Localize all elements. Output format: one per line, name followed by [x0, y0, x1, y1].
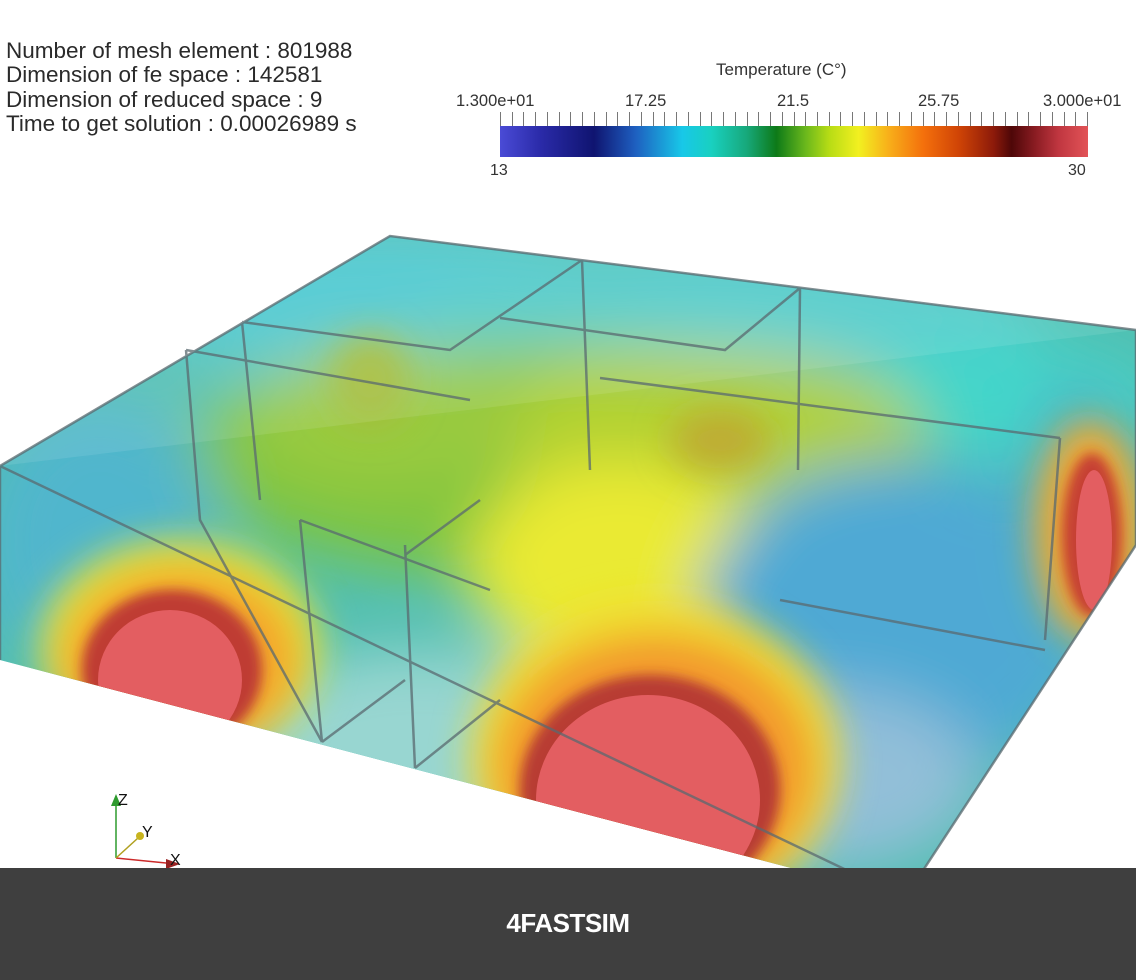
colorbar-tick-mark — [887, 112, 889, 126]
colorbar-tick-mark — [828, 112, 830, 126]
colorbar-tick-mark — [840, 112, 842, 126]
hot-spot — [1076, 470, 1112, 610]
colorbar-tick-mark — [617, 112, 619, 126]
colorbar-tick-mark — [781, 112, 783, 126]
footer-bar: 4FASTSIM — [0, 868, 1136, 980]
colorbar-tick-mark — [957, 112, 959, 126]
colorbar-tick-mark — [1063, 112, 1065, 126]
colorbar-tick-mark — [793, 112, 795, 126]
colorbar-tick-mark — [816, 112, 818, 126]
solution-time: Time to get solution : 0.00026989 s — [6, 110, 357, 136]
colorbar-tick-mark — [558, 112, 560, 126]
colorbar-tick-mark — [570, 112, 572, 126]
colorbar-title: Temperature (C°) — [716, 60, 847, 79]
colorbar-tick-mark — [934, 112, 936, 126]
colorbar-tick-mark — [875, 112, 877, 126]
render-viewport[interactable]: Number of mesh element : 801988 Dimensio… — [0, 0, 1136, 868]
colorbar-tick-mark — [546, 112, 548, 126]
colorbar-tick-mark — [1028, 112, 1030, 126]
orientation-axes-widget: Z Y X — [100, 790, 200, 868]
colorbar-tick-mark — [993, 112, 995, 126]
colorbar-tick-label: 21.5 — [777, 92, 810, 110]
fe-space-dimension: Dimension of fe space : 142581 — [6, 62, 323, 88]
colorbar-tick-mark — [1016, 112, 1018, 126]
colorbar-tick-mark — [910, 112, 912, 126]
simulation-stats: Number of mesh element : 801988 Dimensio… — [6, 38, 357, 136]
colorbar-tick-mark — [511, 112, 513, 126]
colorbar-ticks — [500, 112, 1088, 126]
colorbar-tick-mark — [535, 112, 537, 126]
colorbar-tick-mark — [981, 112, 983, 126]
colorbar-tick-label: 1.300e+01 — [456, 92, 535, 110]
colorbar-tick-mark — [1051, 112, 1053, 126]
colorbar-tick-mark — [593, 112, 595, 126]
z-axis-label: Z — [118, 792, 128, 809]
colorbar-tick-mark — [946, 112, 948, 126]
colorbar-tick-mark — [500, 112, 501, 126]
colorbar-tick-mark — [770, 112, 772, 126]
colorbar-tick-mark — [640, 112, 642, 126]
colorbar-tick-mark — [1087, 112, 1088, 126]
colorbar-tick-mark — [676, 112, 678, 126]
temperature-field-render[interactable] — [0, 0, 1136, 868]
x-axis-label: X — [170, 852, 181, 868]
colorbar-tick-mark — [863, 112, 865, 126]
colorbar-tick-mark — [664, 112, 666, 126]
colorbar-tick-mark — [1075, 112, 1077, 126]
y-axis-label: Y — [142, 824, 153, 841]
colorbar-max-label: 30 — [1068, 162, 1086, 179]
colorbar-tick-mark — [805, 112, 807, 126]
colorbar-tick-mark — [734, 112, 736, 126]
brand-logo-text: 4FASTSIM — [506, 908, 630, 938]
domain-partition-lines — [0, 234, 1136, 868]
colorbar-min-label: 13 — [490, 162, 508, 179]
colorbar-tick-mark — [746, 112, 748, 126]
colorbar-tick-mark — [969, 112, 971, 126]
mesh-element-count: Number of mesh element : 801988 — [6, 38, 353, 63]
colorbar-tick-mark — [605, 112, 607, 126]
colorbar-tick-mark — [711, 112, 713, 126]
colorbar-tick-mark — [523, 112, 525, 126]
colorbar-tick-mark — [899, 112, 901, 126]
colorbar-tick-mark — [652, 112, 654, 126]
colorbar-tick-mark — [922, 112, 924, 126]
colorbar-tick-mark — [852, 112, 854, 126]
reduced-space-dimension: Dimension of reduced space : 9 — [6, 86, 323, 112]
colorbar-tick-mark — [582, 112, 584, 126]
thermal-volume — [0, 236, 1136, 868]
colorbar-tick-label: 17.25 — [625, 92, 667, 110]
colorbar-tick-mark — [1004, 112, 1006, 126]
colorbar-tick-mark — [758, 112, 760, 126]
temperature-colorbar — [500, 126, 1088, 157]
colorbar-tick-label: 25.75 — [918, 92, 960, 110]
colorbar-tick-mark — [629, 112, 631, 126]
colorbar-tick-mark — [723, 112, 725, 126]
colorbar-tick-label: 3.000e+01 — [1043, 92, 1122, 110]
colorbar-tick-mark — [687, 112, 689, 126]
colorbar-tick-mark — [699, 112, 701, 126]
colorbar-tick-mark — [1040, 112, 1042, 126]
